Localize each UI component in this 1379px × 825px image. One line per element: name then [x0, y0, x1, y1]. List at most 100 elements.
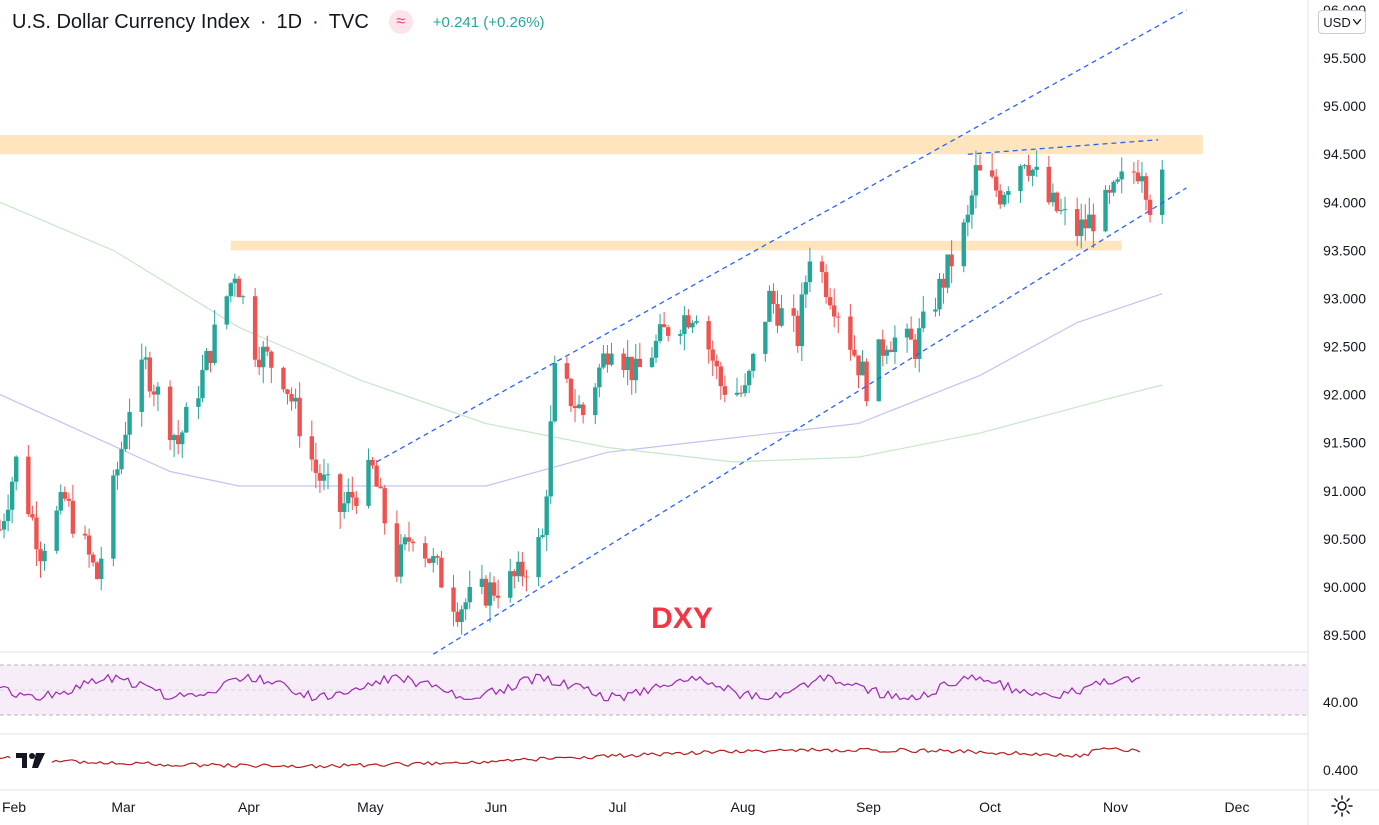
candle: [252, 287, 258, 367]
candle-body: [949, 254, 954, 267]
candle-body: [184, 406, 189, 433]
candle: [42, 543, 47, 571]
gear-icon[interactable]: [1330, 794, 1354, 818]
candle: [904, 323, 910, 353]
candle-body: [382, 488, 387, 524]
candle: [495, 579, 501, 609]
candle: [621, 348, 626, 378]
dxy-annotation: DXY: [651, 602, 713, 635]
candle: [491, 576, 497, 602]
candle-body: [350, 491, 355, 498]
candle-body: [965, 214, 971, 223]
candle: [827, 288, 833, 310]
candle: [1160, 159, 1165, 225]
candle-body: [548, 421, 553, 497]
candle: [175, 419, 181, 455]
candle-body: [143, 357, 148, 360]
lower-indicator-panel: [0, 747, 1141, 769]
candle-body: [180, 432, 185, 445]
approx-icon[interactable]: ≈: [388, 10, 413, 34]
candle: [410, 538, 416, 552]
symbol-title[interactable]: U.S. Dollar Currency Index: [12, 10, 250, 33]
candle-body: [1147, 199, 1153, 216]
candle: [261, 340, 266, 384]
price-tick-label: 93.500: [1323, 242, 1366, 258]
candle-body: [13, 456, 19, 482]
candle-body: [827, 297, 833, 306]
candle: [860, 350, 865, 376]
candle-body: [467, 586, 472, 603]
candle: [1119, 157, 1124, 194]
candle: [467, 570, 472, 609]
price-tick-label: 90.500: [1323, 531, 1366, 547]
candle: [9, 476, 15, 524]
candle: [649, 347, 655, 369]
candle: [293, 388, 298, 409]
candle-body: [775, 304, 780, 326]
candle-body: [119, 449, 124, 470]
candle-body: [621, 353, 626, 371]
candle-body: [738, 392, 744, 394]
candle: [661, 311, 667, 328]
timeframe-label[interactable]: 1D: [276, 10, 303, 33]
candle: [422, 536, 428, 568]
header-separator-2: ·: [312, 10, 319, 33]
candle: [734, 377, 740, 397]
candle-body: [1046, 166, 1052, 203]
tradingview-logo[interactable]: [10, 742, 52, 778]
candle: [483, 575, 489, 608]
candle-body: [139, 359, 144, 412]
candle-body: [269, 351, 274, 368]
candle: [34, 501, 39, 566]
candle: [933, 297, 938, 317]
candle-body: [973, 165, 979, 196]
candle: [402, 534, 408, 551]
candle: [657, 313, 663, 344]
candle-body: [427, 558, 432, 563]
candle: [0, 519, 3, 532]
candle: [62, 486, 67, 502]
candle: [945, 254, 950, 294]
candle-body: [508, 571, 513, 598]
price-axis: 96.00095.50095.00094.50094.00093.50093.0…: [1323, 2, 1366, 778]
candle: [204, 348, 209, 371]
candle: [520, 552, 525, 587]
candle-body: [232, 278, 238, 284]
candle-body: [1034, 166, 1039, 170]
candle: [374, 460, 379, 488]
candle-body: [779, 308, 784, 326]
candle-body: [609, 353, 614, 365]
candle: [58, 484, 63, 515]
candle-body: [876, 339, 881, 402]
candle: [989, 153, 995, 179]
candle-body: [892, 337, 898, 353]
candle: [921, 296, 926, 333]
channel-line-1: [376, 9, 1187, 463]
channel-lines: [376, 9, 1187, 655]
candle: [151, 384, 157, 407]
candle: [26, 444, 31, 517]
candle-body: [512, 571, 517, 577]
candle-body: [1115, 179, 1120, 182]
candle: [880, 329, 885, 367]
candle-body: [309, 436, 315, 460]
candle: [180, 430, 185, 458]
candle: [350, 476, 355, 510]
candle-body: [261, 346, 266, 368]
candle-body: [1135, 172, 1141, 182]
candle-body: [0, 529, 3, 531]
candle: [5, 494, 11, 532]
candle: [576, 395, 582, 409]
currency-selector[interactable]: USD: [1318, 10, 1366, 34]
candle: [200, 354, 205, 403]
rsi-panel: [0, 664, 1308, 716]
candle: [240, 294, 246, 305]
candle: [710, 340, 715, 377]
candle: [451, 574, 456, 627]
candle-body: [524, 576, 529, 578]
candle: [394, 510, 400, 582]
candle-body: [1058, 210, 1064, 212]
candle-body: [1079, 219, 1084, 237]
candle-body: [228, 283, 234, 297]
